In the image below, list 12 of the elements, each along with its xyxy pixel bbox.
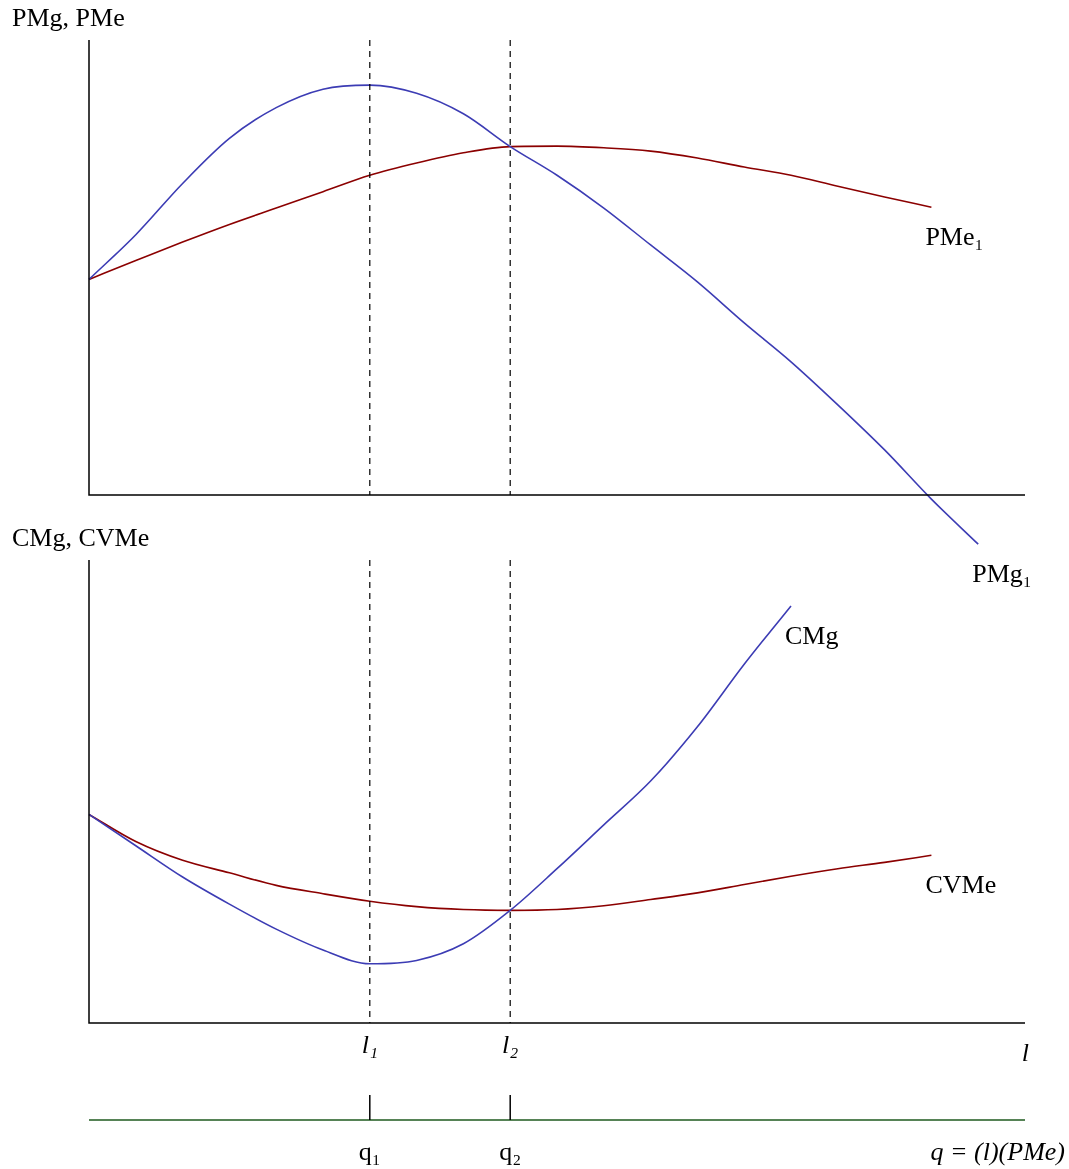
series-label: PMg₁ — [972, 559, 1032, 589]
annotation: q₁ — [358, 1137, 381, 1166]
x-tick-label: l₁ — [361, 1030, 378, 1060]
y-axis-title: CMg, CVMe — [12, 523, 150, 552]
text: q = (l)(PMe) — [930, 1137, 1065, 1166]
series-label: PMe₁ — [925, 222, 984, 252]
series-label: CMg — [785, 620, 839, 650]
y-axis-title: PMg, PMe — [12, 3, 125, 32]
x-axis-title: l — [1021, 1038, 1029, 1067]
series-label: CVMe — [925, 870, 997, 900]
annotation: q₂ — [499, 1137, 522, 1166]
x-tick-label: l₂ — [502, 1030, 519, 1060]
